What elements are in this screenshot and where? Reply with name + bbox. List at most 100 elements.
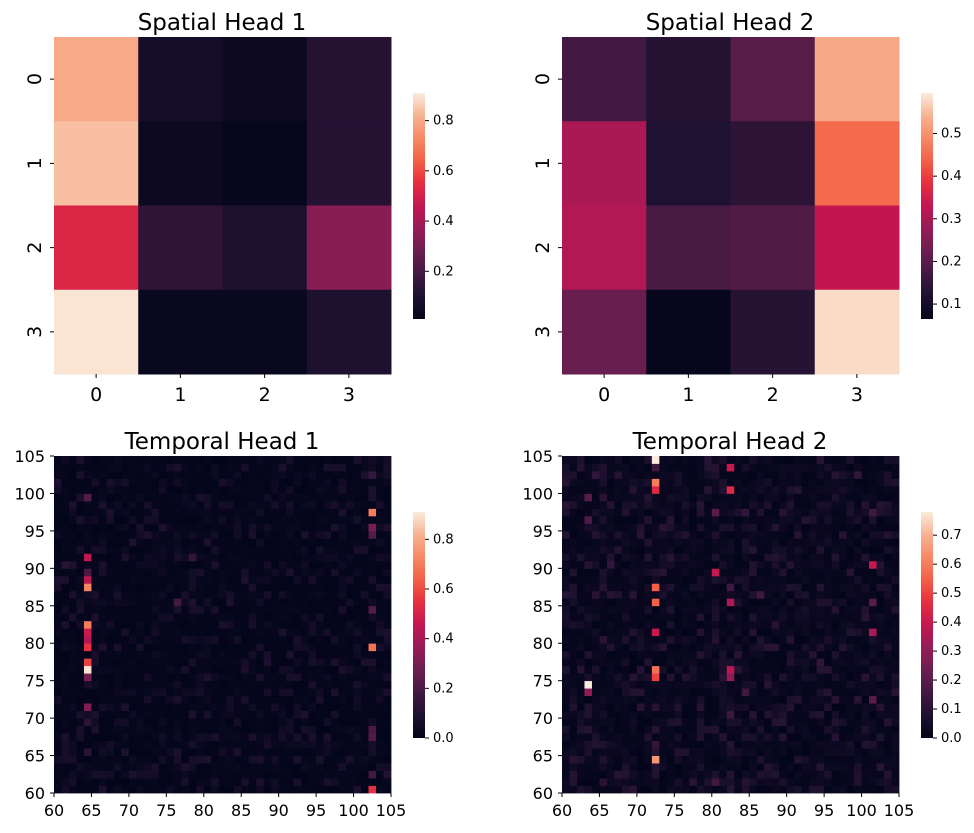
heatmap-cell — [771, 478, 780, 487]
heatmap-cell — [353, 628, 362, 637]
heatmap-cell — [674, 530, 683, 539]
heatmap-cell — [203, 778, 212, 786]
heatmap-cell — [293, 770, 302, 779]
heatmap-cell — [606, 545, 615, 554]
heatmap-cell — [584, 493, 593, 502]
heatmap-cell — [831, 748, 840, 756]
heatmap-cell — [61, 658, 70, 667]
heatmap-cell — [771, 778, 780, 786]
heatmap-cell — [839, 703, 847, 712]
heatmap-cell — [734, 583, 743, 592]
heatmap-cell — [644, 703, 653, 712]
colorbar-tick-label: 0.4 — [433, 632, 454, 647]
heatmap-cell — [801, 710, 810, 719]
heatmap-cell — [621, 643, 630, 652]
heatmap-cell — [226, 635, 235, 644]
heatmap-cell — [256, 770, 265, 779]
heatmap-cell — [824, 508, 832, 517]
heatmap-cell — [196, 500, 205, 509]
heatmap-cell — [704, 748, 713, 756]
heatmap-cell — [316, 545, 324, 554]
heatmap-cell — [621, 470, 630, 479]
heatmap-cell — [756, 470, 765, 479]
heatmap-cell — [256, 650, 265, 659]
heatmap-cell — [659, 575, 668, 584]
heatmap-cell — [286, 680, 295, 689]
heatmap-cell — [263, 725, 272, 734]
heatmap-cell — [666, 463, 675, 472]
heatmap-cell — [584, 605, 593, 614]
heatmap-cell — [218, 485, 227, 494]
heatmap-cell — [591, 650, 600, 659]
heatmap-cell — [569, 703, 578, 712]
heatmap-cell — [801, 590, 810, 599]
heatmap-cell — [383, 493, 392, 502]
heatmap-cell — [353, 778, 362, 786]
heatmap-cell — [106, 590, 115, 599]
heatmap-cell — [263, 755, 272, 764]
heatmap-cell — [711, 456, 720, 464]
heatmap-cell — [91, 508, 100, 517]
heatmap-cell — [181, 538, 190, 547]
heatmap-cell — [68, 456, 77, 464]
heatmap-cell — [779, 478, 788, 487]
heatmap-cell — [876, 688, 885, 697]
heatmap-cell — [584, 778, 593, 786]
heatmap-cell — [562, 575, 570, 584]
heatmap-cell — [599, 688, 608, 697]
heatmap-cell — [666, 710, 675, 719]
heatmap-cell — [151, 545, 160, 554]
heatmap-cell — [271, 680, 280, 689]
heatmap-cell — [68, 785, 77, 794]
heatmap-cell — [368, 688, 377, 697]
x-tick-label: 90 — [776, 801, 796, 820]
heatmap-cell — [681, 755, 690, 764]
heatmap-cell — [248, 538, 257, 547]
heatmap-cell — [54, 456, 62, 464]
heatmap-cell — [884, 583, 892, 592]
heatmap-cell — [629, 703, 638, 712]
heatmap-cell — [696, 673, 705, 682]
heatmap-cell — [666, 658, 675, 667]
heatmap-cell — [794, 515, 803, 524]
heatmap-cell — [659, 755, 668, 764]
heatmap-cell — [651, 725, 660, 734]
heatmap-cell — [854, 695, 862, 704]
heatmap-cell — [376, 718, 384, 726]
heatmap-cell — [226, 703, 235, 712]
heatmap-cell — [764, 575, 773, 584]
heatmap-cell — [83, 485, 92, 494]
heatmap-cell — [584, 635, 593, 644]
heatmap-cell — [263, 553, 272, 562]
heatmap-cell — [659, 590, 668, 599]
heatmap-cell — [629, 613, 638, 622]
heatmap-cell — [764, 770, 773, 779]
heatmap-cell — [704, 635, 713, 644]
heatmap-cell — [636, 500, 645, 509]
heatmap-cell — [241, 665, 250, 674]
heatmap-cell — [346, 598, 354, 607]
heatmap-cell — [136, 755, 145, 764]
heatmap-cell — [143, 493, 152, 502]
heatmap-cell — [98, 456, 107, 464]
heatmap-cell — [301, 763, 310, 771]
heatmap-cell — [353, 538, 362, 547]
heatmap-cell — [301, 680, 310, 689]
heatmap-cell — [121, 643, 130, 652]
heatmap-cell — [756, 538, 765, 547]
heatmap-cell — [786, 508, 795, 517]
heatmap-cell — [361, 740, 369, 749]
heatmap-cell — [831, 770, 840, 779]
heatmap-cell — [674, 628, 683, 637]
heatmap-cell — [831, 680, 840, 689]
heatmap-cell — [734, 523, 743, 532]
heatmap-cell — [891, 688, 900, 697]
heatmap-cell — [734, 508, 743, 517]
heatmap-cell — [166, 778, 175, 786]
heatmap-cell — [562, 598, 570, 607]
heatmap-cell — [98, 725, 107, 734]
heatmap-cell — [346, 778, 354, 786]
heatmap-cell — [173, 695, 182, 704]
heatmap-cell — [368, 748, 377, 756]
heatmap-cell — [584, 515, 593, 524]
